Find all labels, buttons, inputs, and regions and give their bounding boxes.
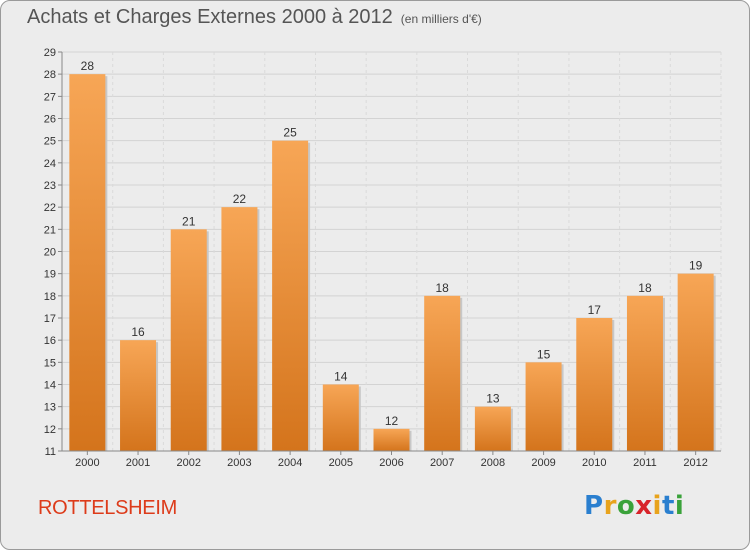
bar-value-label: 22 xyxy=(233,192,247,206)
x-tick-label: 2006 xyxy=(379,457,403,469)
y-tick-label: 14 xyxy=(44,380,56,392)
bar-value-label: 17 xyxy=(588,303,602,317)
bar-value-label: 12 xyxy=(385,414,399,428)
bar-value-label: 25 xyxy=(283,126,297,140)
y-tick-label: 12 xyxy=(44,424,56,436)
bar xyxy=(272,140,309,451)
y-tick-label: 15 xyxy=(44,357,56,369)
logo-letter: i xyxy=(652,491,662,521)
bars-layer xyxy=(69,74,716,452)
bar-value-label: 15 xyxy=(537,347,551,361)
chart-title-text: Achats et Charges Externes 2000 à 2012 xyxy=(27,6,393,28)
bar xyxy=(120,340,157,451)
bar xyxy=(626,295,663,451)
bar-value-label: 13 xyxy=(486,392,500,406)
bar-value-label: 14 xyxy=(334,370,348,384)
y-tick-label: 16 xyxy=(44,335,56,347)
chart-subtitle: (en milliers d'€) xyxy=(400,12,482,26)
bar xyxy=(677,273,714,451)
y-tick-label: 13 xyxy=(44,402,56,414)
y-tick-label: 19 xyxy=(44,269,56,281)
x-tick-label: 2003 xyxy=(227,457,251,469)
y-tick-label: 27 xyxy=(44,91,56,103)
y-tick-label: 21 xyxy=(44,224,56,236)
commune-name: ROTTELSHEIM xyxy=(38,497,177,519)
x-tick-label: 2007 xyxy=(430,457,454,469)
bar-value-label: 18 xyxy=(436,281,450,295)
logo-letter: r xyxy=(603,491,617,521)
axes-layer xyxy=(58,51,721,455)
y-tick-label: 22 xyxy=(44,202,56,214)
bar xyxy=(424,295,461,451)
bar xyxy=(373,428,410,451)
y-tick-label: 24 xyxy=(44,158,56,170)
bar xyxy=(170,229,207,451)
x-tick-label: 2010 xyxy=(582,457,606,469)
logo-letter: i xyxy=(674,491,685,521)
y-tick-label: 17 xyxy=(44,313,56,325)
chart-title: Achats et Charges Externes 2000 à 2012 (e… xyxy=(27,6,482,29)
y-tick-label: 25 xyxy=(44,136,56,148)
bar xyxy=(474,406,511,451)
labels-layer: 11 12 13 14 15 16 17 18 19 20 21 22 23 24 25 26 27 28 29 28… xyxy=(44,47,708,469)
x-tick-label: 2005 xyxy=(329,457,353,469)
grid-layer xyxy=(61,51,722,452)
bar xyxy=(221,207,258,451)
logo-letter: o xyxy=(616,491,636,521)
x-tick-label: 2009 xyxy=(531,457,555,469)
bar xyxy=(69,74,106,452)
y-tick-label: 20 xyxy=(44,247,56,259)
x-tick-label: 2011 xyxy=(633,457,657,469)
bar-value-label: 16 xyxy=(131,325,145,339)
x-tick-label: 2002 xyxy=(176,457,200,469)
x-tick-label: 2001 xyxy=(126,457,150,469)
y-tick-label: 28 xyxy=(44,69,56,81)
x-tick-label: 2012 xyxy=(683,457,707,469)
logo-letter: P xyxy=(584,491,604,521)
bar-value-label: 28 xyxy=(81,59,95,73)
y-tick-label: 11 xyxy=(45,446,56,458)
bar-value-label: 21 xyxy=(182,214,196,228)
bar-value-label: 19 xyxy=(689,259,703,273)
x-tick-label: 2008 xyxy=(481,457,505,469)
logo-letter: t xyxy=(661,491,675,521)
y-tick-label: 23 xyxy=(44,180,56,192)
bar xyxy=(322,384,359,451)
y-tick-label: 18 xyxy=(44,291,56,303)
bar xyxy=(576,318,613,451)
x-tick-label: 2004 xyxy=(278,457,302,469)
y-tick-label: 29 xyxy=(44,47,56,59)
bar-value-label: 18 xyxy=(638,281,652,295)
x-tick-label: 2000 xyxy=(75,457,99,469)
bar xyxy=(525,362,562,451)
proxiti-logo[interactable]: Proxiti xyxy=(584,491,684,521)
logo-letter: x xyxy=(635,491,653,521)
y-tick-label: 26 xyxy=(44,114,56,126)
